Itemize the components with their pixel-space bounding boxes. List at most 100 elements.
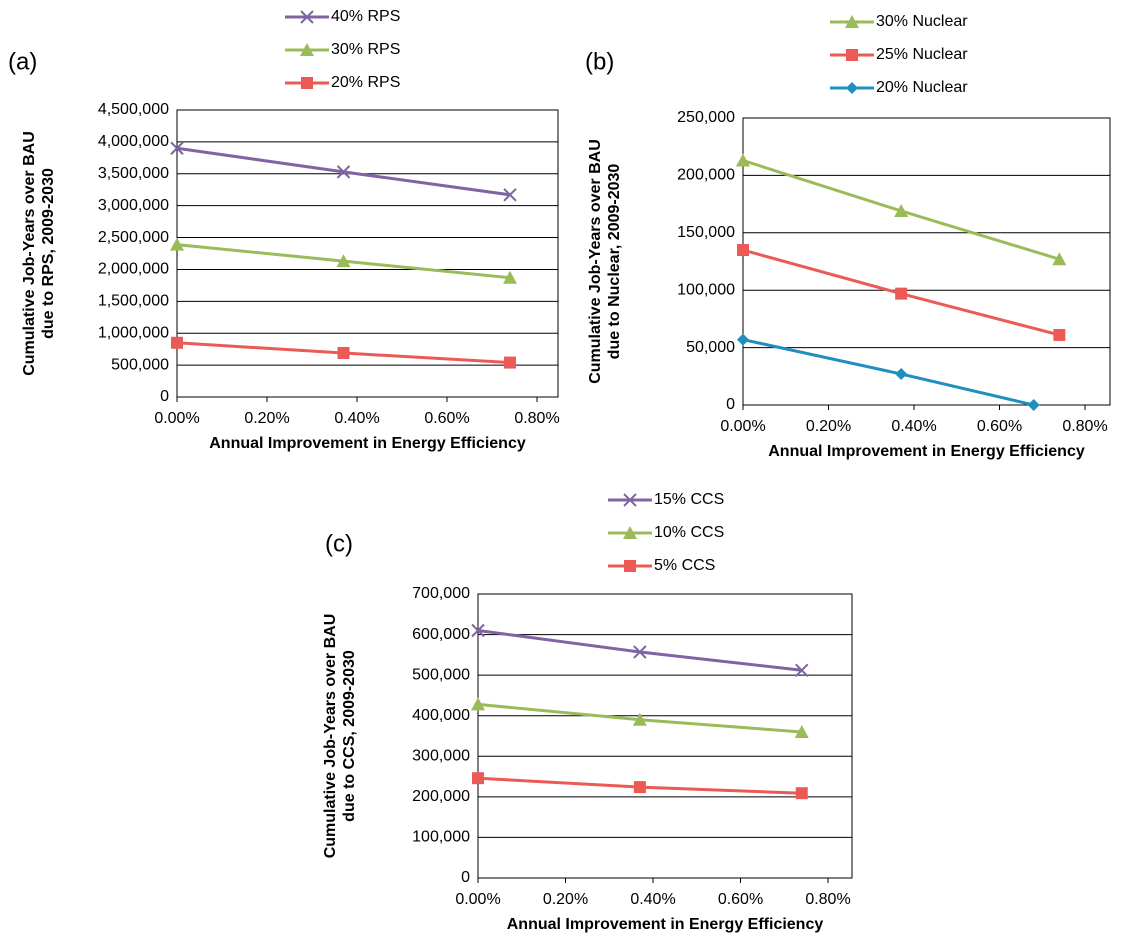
y-tick-label: 2,000,000: [98, 261, 169, 278]
x-axis-label: Annual Improvement in Energy Efficiency: [768, 443, 1085, 460]
marker: [472, 772, 484, 785]
marker: [337, 346, 350, 359]
y-tick-label: 0: [160, 388, 169, 405]
legend-marker: [623, 493, 637, 507]
y-tick-label: 4,000,000: [98, 133, 169, 150]
legend-marker: [845, 15, 859, 28]
y-axis-label: due to Nuclear, 2009-2030: [606, 164, 623, 360]
y-tick-label: 200,000: [412, 788, 470, 805]
y-tick-label: 100,000: [677, 281, 735, 298]
marker: [1053, 328, 1066, 341]
legend-marker: [624, 560, 636, 572]
x-tick-label: 0.60%: [977, 418, 1022, 435]
plot-area: [176, 109, 559, 398]
y-tick-label: 100,000: [412, 829, 470, 846]
legend-marker: [846, 49, 858, 61]
y-tick-label: 4,500,000: [98, 101, 169, 118]
y-axis-label: Cumulative Job-Years over BAU: [587, 139, 604, 384]
legend-marker: [623, 526, 637, 539]
marker: [894, 203, 909, 217]
marker: [895, 368, 908, 381]
y-tick-label: 200,000: [677, 167, 735, 184]
panel-label: (b): [585, 48, 614, 75]
marker: [633, 645, 647, 659]
marker: [170, 237, 184, 251]
legend-marker: [300, 43, 314, 56]
marker: [471, 697, 485, 711]
marker: [736, 153, 750, 167]
plot-area: [477, 593, 853, 879]
x-tick-label: 0.60%: [424, 410, 469, 427]
y-tick-label: 300,000: [412, 748, 470, 765]
legend-label: 20% Nuclear: [876, 79, 968, 96]
series-line: [477, 629, 802, 672]
x-axis-label: Annual Improvement in Energy Efficiency: [209, 435, 526, 452]
x-tick-label: 0.00%: [455, 891, 500, 908]
y-tick-label: 600,000: [412, 626, 470, 643]
marker: [794, 724, 809, 738]
y-axis-label: Cumulative Job-Years over BAU: [322, 614, 339, 859]
x-tick-label: 0.80%: [805, 891, 850, 908]
legend-label: 30% Nuclear: [876, 13, 968, 30]
marker: [170, 141, 184, 155]
x-tick-label: 0.40%: [630, 891, 675, 908]
panel-label: (c): [325, 530, 353, 557]
y-tick-label: 0: [726, 396, 735, 413]
y-tick-label: 150,000: [677, 224, 735, 241]
x-tick-label: 0.00%: [720, 418, 765, 435]
legend-marker: [301, 77, 313, 89]
x-axis-label: Annual Improvement in Energy Efficiency: [507, 916, 824, 933]
series-line: [742, 338, 1035, 407]
y-tick-label: 700,000: [412, 585, 470, 602]
marker: [336, 254, 351, 268]
marker: [171, 336, 183, 349]
x-tick-label: 0.20%: [543, 891, 588, 908]
y-tick-label: 3,000,000: [98, 197, 169, 214]
x-tick-label: 0.20%: [806, 418, 851, 435]
marker: [471, 623, 485, 638]
x-tick-label: 0.20%: [244, 410, 289, 427]
x-tick-label: 0.80%: [514, 410, 559, 427]
y-tick-label: 2,500,000: [98, 229, 169, 246]
y-axis-label: due to CCS, 2009-2030: [341, 650, 358, 822]
x-tick-label: 0.00%: [154, 410, 199, 427]
marker: [737, 244, 749, 257]
legend-label: 5% CCS: [654, 557, 715, 574]
marker: [504, 356, 516, 369]
marker: [503, 188, 517, 202]
plot-area: [742, 117, 1111, 406]
legend-label: 30% RPS: [331, 41, 400, 58]
y-axis-label: due to RPS, 2009-2030: [40, 168, 57, 339]
marker: [1027, 399, 1040, 411]
y-tick-label: 500,000: [412, 666, 470, 683]
legend-label: 40% RPS: [331, 8, 400, 25]
y-axis-label: Cumulative Job-Years over BAU: [21, 131, 38, 376]
y-tick-label: 1,500,000: [98, 293, 169, 310]
marker: [1052, 252, 1067, 266]
legend-marker: [300, 10, 314, 24]
legend-label: 10% CCS: [654, 524, 724, 541]
marker: [795, 663, 809, 677]
marker: [632, 712, 647, 726]
y-tick-label: 3,500,000: [98, 165, 169, 182]
legend-label: 15% CCS: [654, 491, 724, 508]
marker: [503, 270, 517, 284]
legend-marker: [846, 82, 858, 94]
y-tick-label: 1,000,000: [98, 324, 169, 341]
marker: [895, 287, 908, 300]
x-tick-label: 0.40%: [334, 410, 379, 427]
y-tick-label: 500,000: [111, 356, 169, 373]
x-tick-label: 0.40%: [891, 418, 936, 435]
x-tick-label: 0.60%: [718, 891, 763, 908]
legend-label: 25% Nuclear: [876, 46, 968, 63]
marker: [633, 781, 646, 794]
y-tick-label: 50,000: [686, 339, 735, 356]
y-tick-label: 250,000: [677, 109, 735, 126]
y-tick-label: 400,000: [412, 707, 470, 724]
y-tick-label: 0: [461, 869, 470, 886]
marker: [336, 165, 351, 179]
marker: [795, 787, 808, 800]
marker: [737, 333, 749, 346]
legend-label: 20% RPS: [331, 74, 400, 91]
